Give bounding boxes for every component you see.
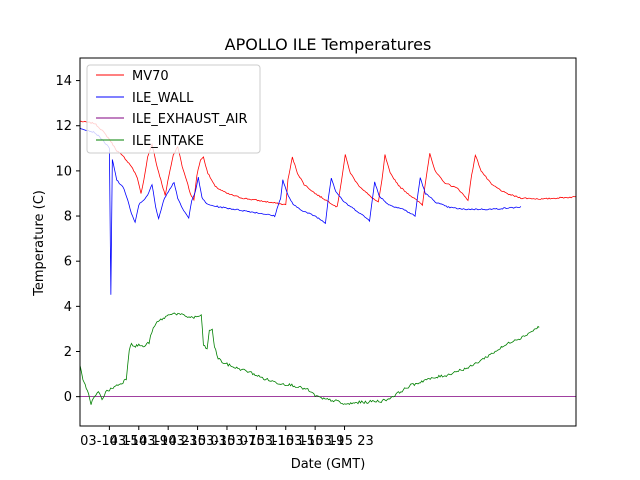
x-axis-label: Date (GMT) <box>291 457 366 472</box>
y-tick-label: 6 <box>64 255 72 270</box>
x-tick-label: 03-15 23 <box>315 434 373 449</box>
x-tick-label: 03-15 15 <box>257 434 315 449</box>
x-tick-label: 03-15 19 <box>286 434 344 449</box>
x-tick-label: 03-14 23 <box>139 434 197 449</box>
series-line-ile-wall <box>80 127 522 295</box>
y-tick-label: 12 <box>55 119 72 134</box>
y-tick-label: 8 <box>64 210 72 225</box>
series-layer <box>80 120 576 406</box>
legend-label-mv70: MV70 <box>132 69 169 84</box>
y-axis-label: Temperature (C) <box>32 190 47 297</box>
x-tick-label: 03-15 07 <box>198 434 256 449</box>
series-line-ile-intake <box>80 312 540 406</box>
x-tick-label: 03-14 15 <box>80 434 138 449</box>
chart-title: APOLLO ILE Temperatures <box>225 35 432 54</box>
y-tick-label: 10 <box>55 164 72 179</box>
y-tick-label: 0 <box>64 390 72 405</box>
y-ticks: 0 2 4 6 8 10 12 14 <box>55 74 80 405</box>
x-tick-label: 03-15 03 <box>168 434 226 449</box>
y-tick-label: 2 <box>64 345 72 360</box>
series-line-mv70 <box>80 120 576 208</box>
y-tick-label: 14 <box>55 74 72 89</box>
legend-label-ile-intake: ILE_INTAKE <box>132 134 204 149</box>
legend-box <box>86 64 261 154</box>
plot-frame <box>79 57 577 427</box>
y-axis-label-group: Temperature (C) <box>32 190 47 297</box>
x-tick-label: 03-15 11 <box>227 434 285 449</box>
legend-label-ile-exhaust-air: ILE_EXHAUST_AIR <box>132 112 248 127</box>
y-tick-label: 4 <box>64 300 72 315</box>
legend-label-ile-wall: ILE_WALL <box>132 91 194 106</box>
x-tick-label: 03-14 19 <box>110 434 168 449</box>
legend: MV70 ILE_WALL ILE_EXHAUST_AIR ILE_INTAKE <box>86 64 261 154</box>
